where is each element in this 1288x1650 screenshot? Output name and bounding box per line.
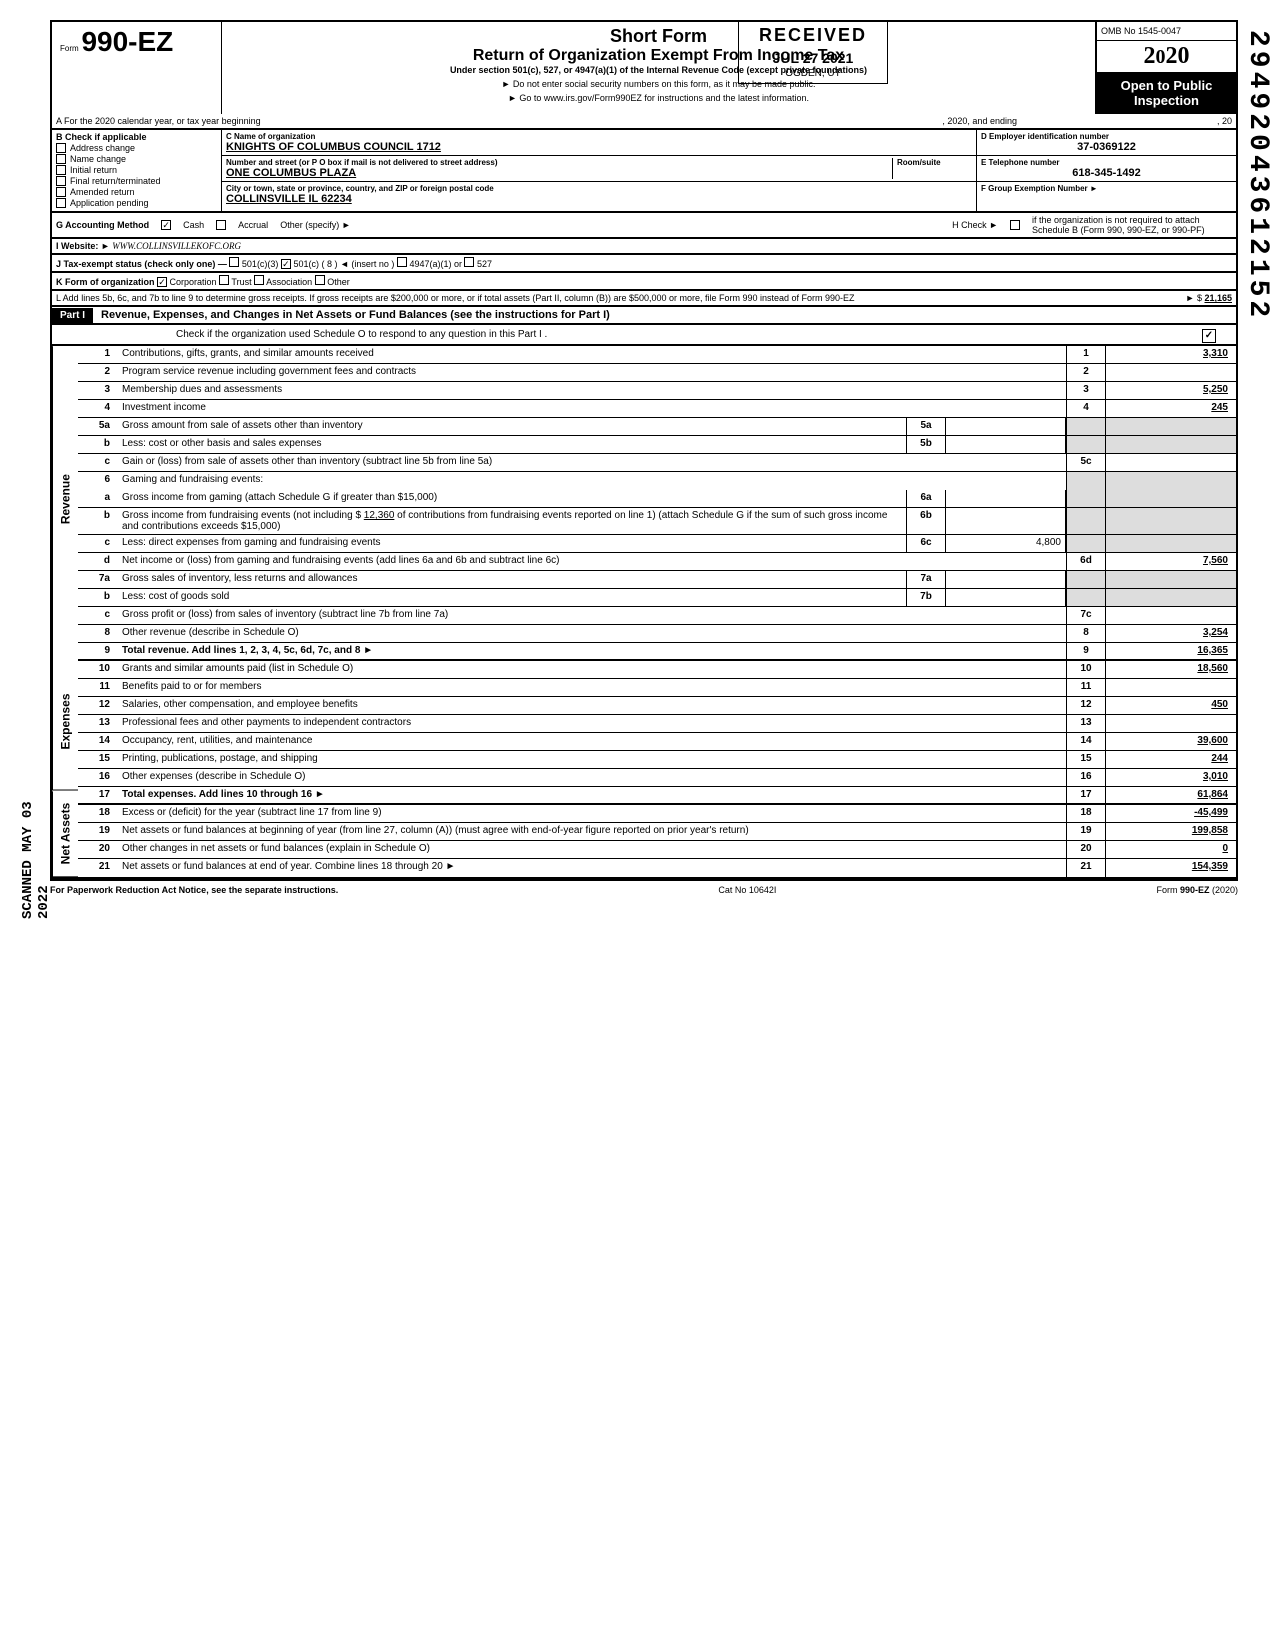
- line-20-val: 0: [1106, 841, 1236, 858]
- g-label: G Accounting Method: [56, 220, 149, 230]
- line-17-val: 61,864: [1106, 787, 1236, 803]
- line-10-val: 18,560: [1106, 661, 1236, 678]
- row-a: A For the 2020 calendar year, or tax yea…: [50, 114, 1238, 130]
- cb-pending[interactable]: [56, 198, 66, 208]
- row-i: I Website: ► WWW.COLLINSVILLEKOFC.ORG: [50, 239, 1238, 255]
- line-7c-val: [1106, 607, 1236, 624]
- row-a-text: A For the 2020 calendar year, or tax yea…: [56, 116, 261, 126]
- row-k: K Form of organization Corporation Trust…: [50, 273, 1238, 291]
- cb-cash[interactable]: [161, 220, 171, 230]
- gross-receipts: 21,165: [1204, 293, 1232, 303]
- stamp-city: OGDEN, UT: [759, 68, 867, 79]
- line-13-val: [1106, 715, 1236, 732]
- cb-amended[interactable]: [56, 187, 66, 197]
- cb-527[interactable]: [464, 257, 474, 267]
- line-12-val: 450: [1106, 697, 1236, 714]
- cb-final[interactable]: [56, 176, 66, 186]
- footer: For Paperwork Reduction Act Notice, see …: [50, 879, 1238, 899]
- footer-left: For Paperwork Reduction Act Notice, see …: [50, 885, 338, 895]
- row-l: L Add lines 5b, 6c, and 7b to line 9 to …: [50, 291, 1238, 307]
- line-6d-val: 7,560: [1106, 553, 1236, 570]
- cb-other-k[interactable]: [315, 275, 325, 285]
- b-label: B Check if applicable: [56, 132, 217, 142]
- netassets-label: Net Assets: [52, 791, 78, 877]
- open-public: Open to Public Inspection: [1097, 72, 1236, 114]
- sched-o-row: Check if the organization used Schedule …: [50, 325, 1238, 346]
- cb-501c3[interactable]: [229, 257, 239, 267]
- cb-trust[interactable]: [219, 275, 229, 285]
- revenue-label: Revenue: [52, 346, 78, 653]
- c-label: C Name of organization: [226, 132, 972, 141]
- phone: 618-345-1492: [981, 167, 1232, 179]
- row-a-end: , 20: [1217, 116, 1232, 126]
- h-text: H Check ►: [952, 220, 998, 230]
- cb-accrual[interactable]: [216, 220, 226, 230]
- e-label: E Telephone number: [981, 158, 1232, 167]
- row-g: G Accounting Method Cash Accrual Other (…: [50, 213, 1238, 239]
- line-5c-val: [1106, 454, 1236, 471]
- line-6c-midval: 4,800: [946, 535, 1066, 552]
- form-number: 990-EZ: [81, 26, 173, 57]
- cb-501c[interactable]: [281, 259, 291, 269]
- d-label: D Employer identification number: [981, 132, 1232, 141]
- line-16-val: 3,010: [1106, 769, 1236, 786]
- part1-lines: Revenue Expenses Net Assets 1Contributio…: [50, 346, 1238, 879]
- part1-header: Part I Revenue, Expenses, and Changes in…: [50, 307, 1238, 325]
- omb-number: OMB No 1545-0047: [1097, 22, 1236, 41]
- received-stamp: RECEIVED JUL 27 2021 OGDEN, UT: [738, 20, 888, 84]
- footer-mid: Cat No 10642I: [718, 885, 776, 895]
- stamp-date: JUL 27 2021: [759, 50, 867, 66]
- ein: 37-0369122: [981, 141, 1232, 153]
- cb-corp[interactable]: [157, 277, 167, 287]
- instr-2: ► Go to www.irs.gov/Form990EZ for instru…: [230, 93, 1087, 103]
- cb-assoc[interactable]: [254, 275, 264, 285]
- stamp-received: RECEIVED: [759, 25, 867, 46]
- org-name: KNIGHTS OF COLUMBUS COUNCIL 1712: [226, 141, 972, 153]
- instr-1: ► Do not enter social security numbers o…: [230, 79, 1087, 89]
- return-title: Return of Organization Exempt From Incom…: [230, 47, 1087, 65]
- line-9-val: 16,365: [1106, 643, 1236, 659]
- cb-h[interactable]: [1010, 220, 1020, 230]
- line-3-val: 5,250: [1106, 382, 1236, 399]
- line-19-val: 199,858: [1106, 823, 1236, 840]
- part1-label: Part I: [52, 308, 93, 323]
- form-label: Form: [60, 44, 79, 53]
- line-1-val: 3,310: [1106, 346, 1236, 363]
- cb-4947[interactable]: [397, 257, 407, 267]
- h-text2: if the organization is not required to a…: [1032, 215, 1232, 235]
- website: WWW.COLLINSVILLEKOFC.ORG: [112, 241, 241, 251]
- room-label: Room/suite: [897, 158, 972, 167]
- part1-title: Revenue, Expenses, and Changes in Net As…: [93, 307, 1236, 323]
- line-14-val: 39,600: [1106, 733, 1236, 750]
- street: ONE COLUMBUS PLAZA: [226, 167, 892, 179]
- footer-right: Form 990-EZ (2020): [1156, 885, 1238, 895]
- cb-initial[interactable]: [56, 165, 66, 175]
- row-a-mid: , 2020, and ending: [942, 116, 1017, 126]
- line-8-val: 3,254: [1106, 625, 1236, 642]
- line-4-val: 245: [1106, 400, 1236, 417]
- subtitle: Under section 501(c), 527, or 4947(a)(1)…: [230, 65, 1087, 75]
- cb-address[interactable]: [56, 143, 66, 153]
- city: COLLINSVILLE IL 62234: [226, 193, 972, 205]
- line-2-val: [1106, 364, 1236, 381]
- f-label: F Group Exemption Number ►: [981, 184, 1232, 193]
- expenses-label: Expenses: [52, 653, 78, 791]
- line-15-val: 244: [1106, 751, 1236, 768]
- short-form-title: Short Form: [230, 26, 1087, 47]
- line-11-val: [1106, 679, 1236, 696]
- cb-name[interactable]: [56, 154, 66, 164]
- line-21-val: 154,359: [1106, 859, 1236, 877]
- city-label: City or town, state or province, country…: [226, 184, 972, 193]
- tax-year: 2020: [1097, 41, 1236, 72]
- form-header: Form 990-EZ Short Form Return of Organiz…: [50, 20, 1238, 114]
- cb-sched-o[interactable]: ✓: [1202, 329, 1216, 343]
- row-j: J Tax-exempt status (check only one) — 5…: [50, 255, 1238, 273]
- street-label: Number and street (or P O box if mail is…: [226, 158, 892, 167]
- line-18-val: -45,499: [1106, 805, 1236, 822]
- scanned-stamp: SCANNED MAY 03 2022: [20, 760, 52, 919]
- header-grid: B Check if applicable Address change Nam…: [50, 130, 1238, 213]
- dln-code: 29492043612152: [1242, 30, 1273, 321]
